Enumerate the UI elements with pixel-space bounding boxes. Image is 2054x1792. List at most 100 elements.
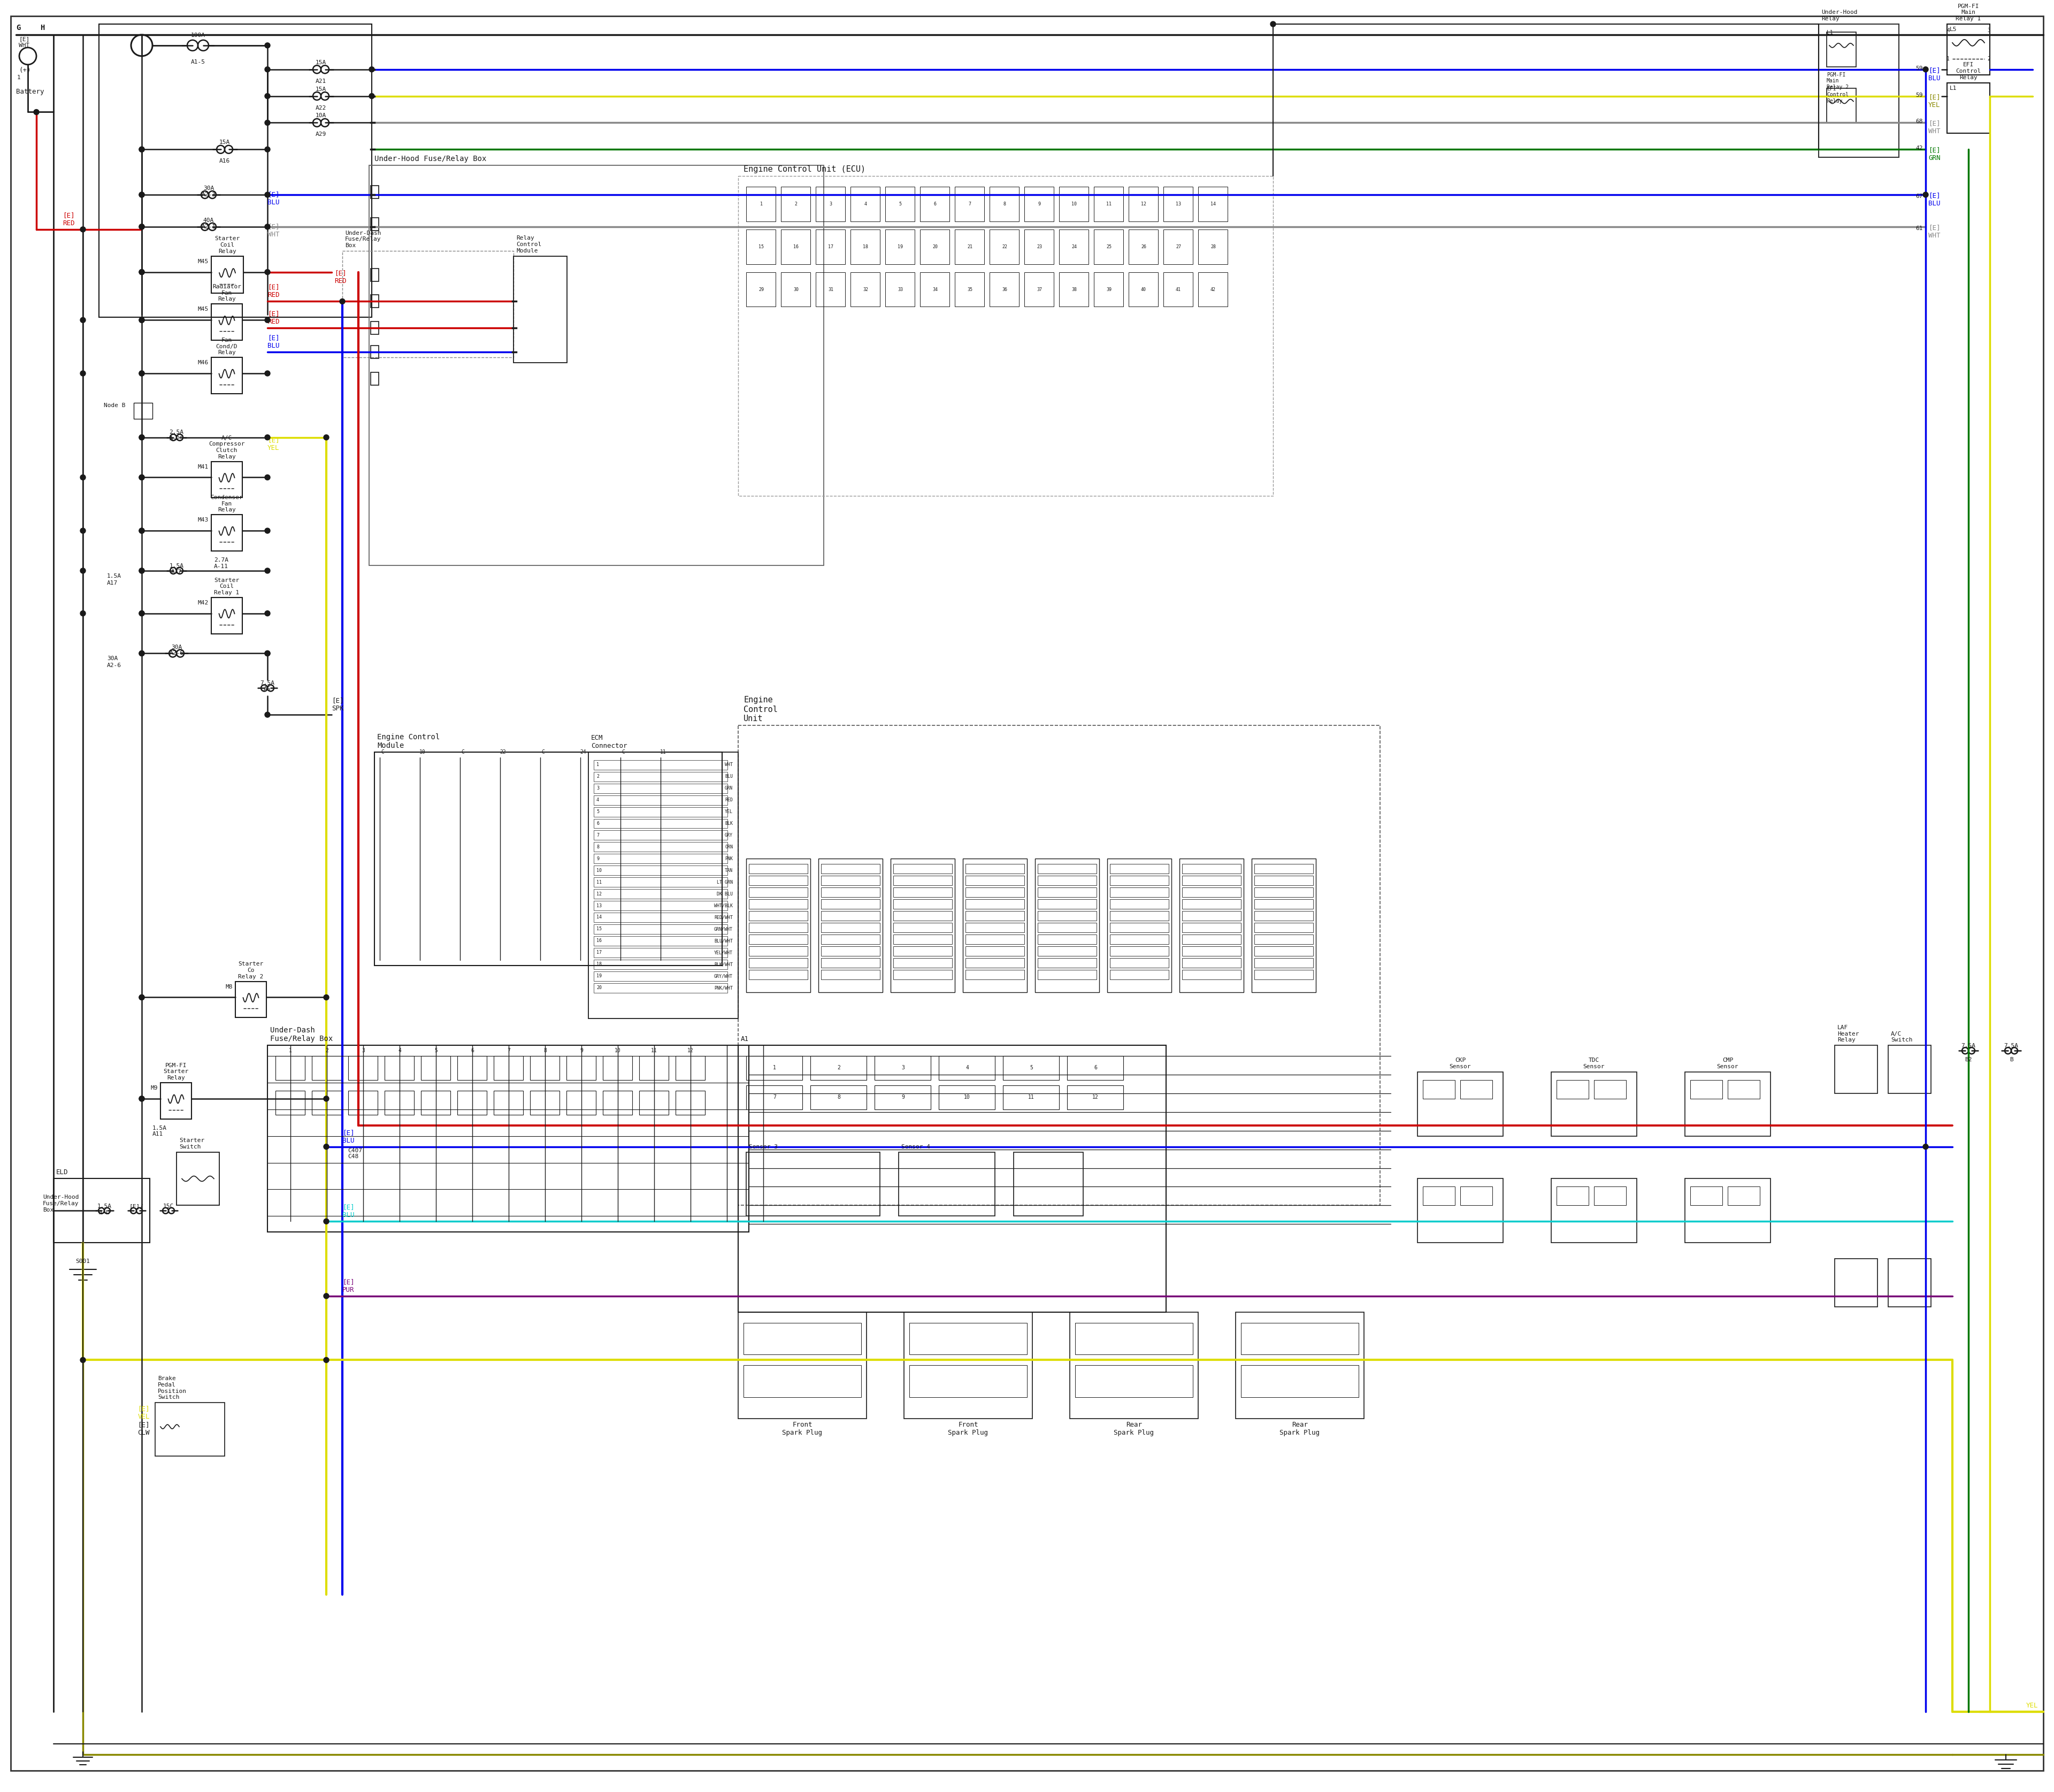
Text: 17: 17: [828, 244, 834, 249]
Text: GRN: GRN: [725, 787, 733, 790]
Text: 8: 8: [596, 844, 600, 849]
Text: 16: 16: [793, 244, 799, 249]
Bar: [212, 597, 242, 634]
Text: 31: 31: [828, 287, 834, 292]
Bar: [746, 1086, 803, 1109]
Bar: [746, 1055, 803, 1081]
Bar: [370, 373, 378, 385]
Circle shape: [370, 93, 374, 99]
Text: 1.5A
A11: 1.5A A11: [152, 1125, 166, 1136]
Circle shape: [265, 147, 271, 152]
Bar: [1727, 1081, 1760, 1098]
Bar: [567, 1091, 596, 1115]
Circle shape: [339, 299, 345, 305]
Circle shape: [80, 529, 86, 534]
Text: 15A: 15A: [316, 86, 327, 91]
Bar: [1037, 900, 1097, 909]
Bar: [1423, 1081, 1454, 1098]
Bar: [1037, 934, 1097, 944]
Bar: [1594, 1081, 1627, 1098]
Bar: [750, 934, 807, 944]
Bar: [893, 900, 953, 909]
Text: [E]
RED: [E] RED: [64, 211, 74, 228]
Text: 30: 30: [793, 287, 799, 292]
Circle shape: [265, 650, 271, 656]
Text: 1.5A
A17: 1.5A A17: [168, 563, 183, 575]
Text: [E]
BLU: [E] BLU: [343, 1129, 355, 1143]
Bar: [955, 186, 984, 222]
Bar: [1074, 1366, 1193, 1398]
Bar: [1551, 1072, 1637, 1136]
Bar: [893, 969, 953, 978]
Bar: [594, 901, 727, 910]
Text: PNK: PNK: [725, 857, 733, 862]
Bar: [1460, 1186, 1493, 1206]
Text: LAF
Heater
Relay: LAF Heater Relay: [1838, 1025, 1859, 1043]
Bar: [1255, 923, 1313, 932]
Circle shape: [325, 1143, 329, 1149]
Bar: [1818, 23, 1898, 158]
Bar: [267, 1045, 750, 1233]
Bar: [965, 864, 1025, 874]
Bar: [893, 864, 953, 874]
Text: 7.5A: 7.5A: [2005, 1043, 2019, 1048]
Text: 4: 4: [596, 797, 600, 803]
Bar: [904, 1312, 1033, 1419]
Text: Fan
Cond/D
Relay: Fan Cond/D Relay: [216, 337, 238, 355]
Text: 7: 7: [967, 202, 972, 206]
Bar: [493, 1055, 524, 1081]
Text: 2: 2: [325, 1048, 329, 1054]
Text: Battery: Battery: [16, 88, 43, 95]
Text: 22: 22: [1002, 244, 1006, 249]
Bar: [1183, 946, 1241, 955]
Text: M45: M45: [197, 306, 210, 312]
Bar: [514, 256, 567, 362]
Text: 41: 41: [1175, 287, 1181, 292]
Bar: [1197, 272, 1228, 306]
Text: Under-Hood
Relay: Under-Hood Relay: [1822, 9, 1857, 22]
Text: 22: 22: [499, 749, 505, 754]
Bar: [370, 165, 824, 566]
Circle shape: [140, 371, 144, 376]
Text: 5: 5: [900, 202, 902, 206]
Bar: [910, 1322, 1027, 1355]
Text: [E]
RED: [E] RED: [267, 283, 279, 299]
Text: [E]
CLW: [E] CLW: [138, 1421, 150, 1437]
Bar: [1557, 1081, 1588, 1098]
Bar: [212, 461, 242, 498]
Bar: [781, 272, 811, 306]
Bar: [1109, 934, 1169, 944]
Text: 30A: 30A: [107, 656, 117, 661]
Text: 8: 8: [838, 1095, 840, 1100]
Text: 3: 3: [1986, 29, 1990, 32]
Bar: [134, 403, 152, 419]
Text: 40A
A2-1: 40A A2-1: [201, 219, 216, 229]
Circle shape: [140, 147, 144, 152]
Bar: [1128, 186, 1158, 222]
Circle shape: [80, 611, 86, 616]
Bar: [1183, 887, 1241, 898]
Bar: [1460, 1081, 1493, 1098]
Text: Node B: Node B: [105, 403, 125, 409]
Bar: [875, 1086, 930, 1109]
Bar: [885, 272, 914, 306]
Text: 68: 68: [1916, 118, 1923, 124]
Bar: [893, 887, 953, 898]
Text: 59: 59: [1916, 93, 1923, 99]
Bar: [965, 900, 1025, 909]
Bar: [1109, 864, 1169, 874]
Bar: [177, 1152, 220, 1206]
Text: Under-Hood Fuse/Relay Box: Under-Hood Fuse/Relay Box: [374, 156, 487, 163]
Bar: [1109, 946, 1169, 955]
Bar: [1594, 1186, 1627, 1206]
Text: Under-Hood
Fuse/Relay
Box: Under-Hood Fuse/Relay Box: [43, 1195, 78, 1213]
Text: 7: 7: [507, 1048, 509, 1054]
Bar: [594, 806, 727, 817]
Circle shape: [140, 995, 144, 1000]
Text: M41: M41: [197, 464, 210, 470]
Bar: [1095, 229, 1124, 263]
Text: BLK/WHT: BLK/WHT: [715, 962, 733, 966]
Bar: [1095, 272, 1124, 306]
Circle shape: [265, 43, 271, 48]
Bar: [822, 887, 879, 898]
